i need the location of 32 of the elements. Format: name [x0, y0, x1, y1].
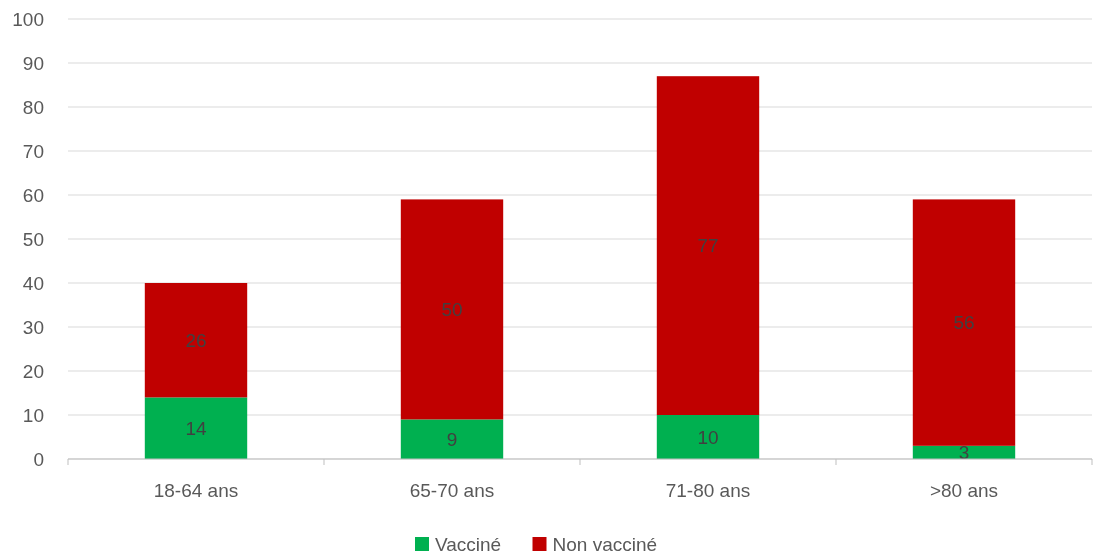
data-label: 56: [953, 312, 975, 334]
x-tick-label: 65-70 ans: [409, 480, 495, 501]
bar: [656, 415, 760, 459]
legend-label: Vacciné: [435, 533, 502, 554]
bar: [400, 419, 504, 459]
bar: [144, 397, 248, 459]
bar: [656, 76, 760, 415]
data-label: 50: [441, 299, 463, 321]
y-tick-label: 60: [22, 184, 44, 206]
y-tick-label: 10: [22, 404, 44, 426]
y-tick-label: 70: [22, 140, 44, 162]
data-label: 3: [958, 442, 970, 464]
y-tick-label: 80: [22, 96, 44, 118]
y-tick-label: 0: [33, 448, 44, 470]
y-tick-label: 100: [12, 8, 44, 30]
y-tick-label: 40: [22, 272, 44, 294]
y-tick-label: 90: [22, 52, 44, 74]
x-tick-label: 71-80 ans: [665, 480, 751, 501]
data-label: 14: [185, 417, 207, 439]
bar: [144, 283, 248, 398]
x-tick-label: 18-64 ans: [153, 480, 239, 501]
data-label: 26: [185, 329, 207, 351]
y-tick-label: 20: [22, 360, 44, 382]
data-label: 10: [697, 426, 719, 448]
data-label: 77: [697, 235, 719, 257]
bar: [912, 199, 1016, 446]
y-tick-label: 30: [22, 316, 44, 338]
x-tick-label: >80 ans: [929, 480, 999, 501]
bar: [400, 199, 504, 420]
legend-label: Non vacciné: [552, 533, 658, 554]
y-tick-label: 50: [22, 228, 44, 250]
data-label: 9: [446, 428, 458, 450]
